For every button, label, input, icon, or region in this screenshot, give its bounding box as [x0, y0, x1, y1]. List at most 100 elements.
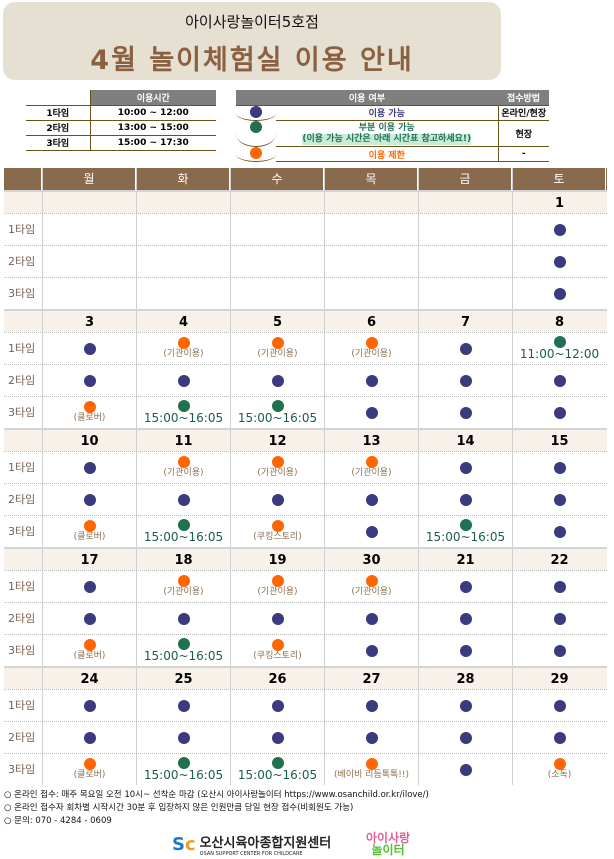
- date-row: 1: [4, 190, 607, 213]
- slot-note: (기관이용): [351, 349, 392, 359]
- slot-cell[interactable]: [418, 484, 512, 515]
- slot-time: 15:00~16:05: [237, 411, 318, 425]
- slot-cell[interactable]: [230, 603, 324, 634]
- osan-center-logo: Sc 오산시육아종합지원센터 OSAN SUPPORT CENTER FOR CH…: [172, 832, 331, 857]
- slot-cell[interactable]: 15:00~16:05: [136, 397, 230, 428]
- slot-cell[interactable]: [418, 635, 512, 666]
- slot-cell[interactable]: (기관이용): [230, 452, 324, 483]
- slot-cell[interactable]: [512, 452, 606, 483]
- available-dot-icon: [459, 699, 472, 712]
- slot-cell[interactable]: (기관이용): [136, 571, 230, 602]
- slot-cell[interactable]: [512, 484, 606, 515]
- logo-text-en: OSAN SUPPORT CENTER FOR CHILDCARE: [199, 851, 303, 857]
- slot-cell[interactable]: [230, 690, 324, 721]
- slot-cell[interactable]: [512, 246, 606, 277]
- slot-cell[interactable]: [42, 365, 136, 396]
- note-online: ○ 온라인 접수: 매주 목요일 오전 10시~ 선착순 마감 (오산시 아이사…: [4, 790, 429, 800]
- available-dot-icon: [365, 374, 378, 387]
- slot-cell[interactable]: [418, 333, 512, 364]
- slot-cell[interactable]: [42, 333, 136, 364]
- slot-cell[interactable]: [324, 397, 418, 428]
- slot-cell[interactable]: [418, 571, 512, 602]
- slot-cell[interactable]: [42, 452, 136, 483]
- slot-cell[interactable]: [42, 603, 136, 634]
- date-cell: 8: [512, 311, 606, 332]
- method: 현장: [498, 120, 549, 147]
- slot-cell[interactable]: [512, 214, 606, 245]
- available-dot-icon: [271, 731, 284, 744]
- available-dot-icon: [83, 374, 96, 387]
- slot-row: 3타임 (클로버) 15:00~16:05 15:00~16:05 (베이비 리듬톡톡!…: [4, 753, 607, 785]
- slot-cell[interactable]: 15:00~16:05: [136, 516, 230, 547]
- slot-cell[interactable]: [136, 722, 230, 753]
- slot-cell[interactable]: [512, 722, 606, 753]
- slot-cell[interactable]: 15:00~16:05: [230, 754, 324, 785]
- slot-cell[interactable]: [512, 516, 606, 547]
- slot-cell[interactable]: (기관이용): [324, 333, 418, 364]
- slot-cell[interactable]: [512, 397, 606, 428]
- slot-cell[interactable]: [230, 722, 324, 753]
- slot-cell[interactable]: [42, 690, 136, 721]
- slot-cell[interactable]: [418, 365, 512, 396]
- slot-cell[interactable]: [324, 484, 418, 515]
- slot-cell[interactable]: [136, 603, 230, 634]
- slot-cell[interactable]: (쿠킹스토리): [230, 516, 324, 547]
- slot-cell[interactable]: (클로버): [42, 754, 136, 785]
- slot-cell[interactable]: [324, 635, 418, 666]
- slot-cell[interactable]: (클로버): [42, 397, 136, 428]
- slot-cell[interactable]: [418, 452, 512, 483]
- slot-cell[interactable]: [418, 397, 512, 428]
- slot-cell[interactable]: (기관이용): [324, 452, 418, 483]
- available-dot-icon: [459, 461, 472, 474]
- slot-cell[interactable]: 11:00~12:00: [512, 333, 606, 364]
- slot-cell[interactable]: (쿠킹스토리): [230, 635, 324, 666]
- slot-cell[interactable]: [324, 722, 418, 753]
- slot-cell[interactable]: (기관이용): [136, 452, 230, 483]
- slot-cell[interactable]: (클로버): [42, 635, 136, 666]
- slot-cell[interactable]: (기관이용): [324, 571, 418, 602]
- slot-cell[interactable]: [418, 754, 512, 785]
- slot-cell[interactable]: [230, 484, 324, 515]
- legend-partial-note: (이용 가능 시간은 아래 시간표 참고하세요!): [302, 133, 472, 145]
- slot-cell[interactable]: [324, 365, 418, 396]
- available-dot-icon: [553, 287, 566, 300]
- slot-cell[interactable]: [42, 722, 136, 753]
- slot-cell[interactable]: (소독): [512, 754, 606, 785]
- available-dot-icon: [271, 612, 284, 625]
- slot-cell[interactable]: [512, 278, 606, 309]
- restricted-dot-icon: [553, 758, 566, 770]
- slot-cell[interactable]: (기관이용): [230, 571, 324, 602]
- date-cell: 18: [136, 549, 230, 570]
- slot-cell[interactable]: 15:00~16:05: [230, 397, 324, 428]
- slot-cell[interactable]: 15:00~16:05: [136, 754, 230, 785]
- slot-cell[interactable]: (기관이용): [230, 333, 324, 364]
- slot-cell[interactable]: [512, 635, 606, 666]
- slot-cell[interactable]: [512, 571, 606, 602]
- slot-cell[interactable]: 15:00~16:05: [418, 516, 512, 547]
- slot-cell[interactable]: [418, 690, 512, 721]
- slot-cell[interactable]: [230, 365, 324, 396]
- slot-cell[interactable]: [42, 571, 136, 602]
- slot-cell[interactable]: [324, 603, 418, 634]
- date-cell: [230, 192, 324, 213]
- slot-cell[interactable]: [42, 484, 136, 515]
- slot-cell[interactable]: [512, 365, 606, 396]
- slot-cell[interactable]: 15:00~16:05: [136, 635, 230, 666]
- slot-cell[interactable]: [136, 690, 230, 721]
- available-dot-icon: [553, 699, 566, 712]
- slot-cell[interactable]: [324, 516, 418, 547]
- slot-cell[interactable]: (기관이용): [136, 333, 230, 364]
- slot-cell[interactable]: [512, 690, 606, 721]
- slot-cell[interactable]: (베이비 리듬톡톡!!): [324, 754, 418, 785]
- slot-cell[interactable]: [418, 603, 512, 634]
- slot-cell: [136, 278, 230, 309]
- date-cell: 15: [512, 430, 606, 451]
- slot-cell[interactable]: [418, 722, 512, 753]
- slot-cell[interactable]: [512, 603, 606, 634]
- legend-header: 이용 여부: [236, 90, 498, 106]
- slot-cell[interactable]: [136, 484, 230, 515]
- slot-cell[interactable]: (클로버): [42, 516, 136, 547]
- restricted-dot-icon: [365, 575, 378, 587]
- slot-cell[interactable]: [136, 365, 230, 396]
- slot-cell[interactable]: [324, 690, 418, 721]
